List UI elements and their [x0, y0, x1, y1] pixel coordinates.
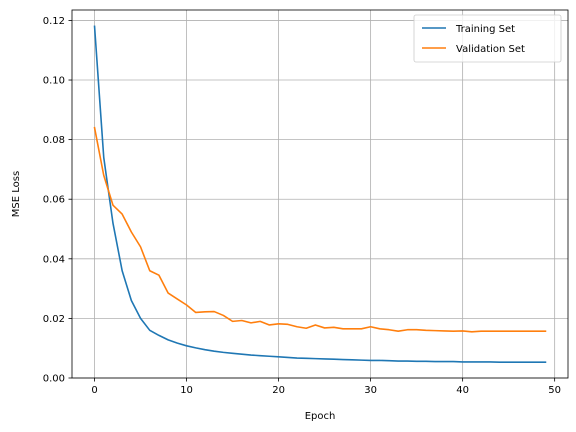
y-tick-label: 0.02 — [43, 314, 65, 325]
legend-box — [413, 14, 562, 63]
plot-frame — [71, 9, 569, 379]
training-set-line — [93, 25, 547, 364]
x-tick-label: 30 — [364, 385, 377, 396]
x-tick-label: 40 — [456, 385, 469, 396]
y-tick-label: 0.06 — [43, 195, 65, 206]
series-lines — [93, 25, 547, 364]
y-tick-label: 0.12 — [43, 16, 65, 27]
x-tick-label: 0 — [91, 385, 97, 396]
legend-label-training: Training Set — [455, 24, 515, 35]
y-axis-label: MSE Loss — [11, 171, 22, 217]
y-tick-label: 0.00 — [43, 374, 65, 385]
x-tick-label: 20 — [272, 385, 285, 396]
x-axis-label: Epoch — [305, 411, 336, 422]
x-tick-label: 10 — [180, 385, 193, 396]
validation-set-line — [93, 126, 547, 333]
y-tick-label: 0.04 — [43, 254, 65, 265]
legend-label-validation: Validation Set — [456, 44, 525, 55]
x-axis: 0 10 20 30 40 50 — [91, 378, 561, 396]
y-tick-label: 0.10 — [43, 76, 65, 87]
x-tick-label: 50 — [548, 385, 561, 396]
y-axis: 0.00 0.02 0.04 0.06 0.08 0.10 0.12 — [43, 16, 72, 385]
legend: Training Set Validation Set — [413, 14, 562, 63]
y-tick-label: 0.08 — [43, 135, 65, 146]
